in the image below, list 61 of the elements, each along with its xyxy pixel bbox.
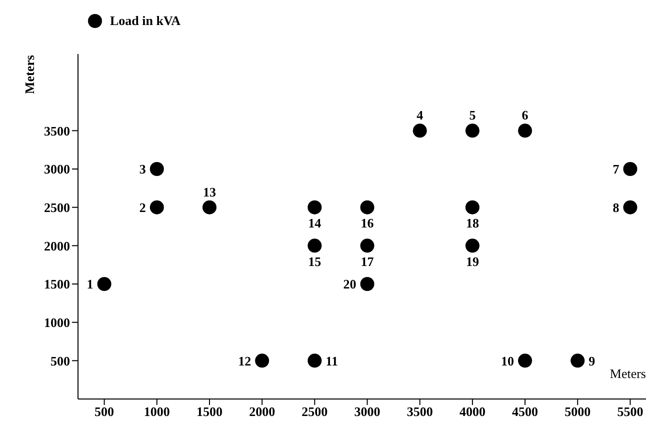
annotation: 19 bbox=[466, 254, 480, 269]
point bbox=[150, 162, 164, 176]
point bbox=[518, 354, 532, 368]
point bbox=[202, 200, 216, 214]
x-tick-label: 5500 bbox=[617, 404, 644, 420]
point bbox=[97, 277, 112, 291]
annotation: 17 bbox=[360, 254, 374, 269]
annotation: 8 bbox=[612, 200, 620, 215]
point bbox=[360, 238, 374, 253]
point bbox=[308, 200, 322, 214]
y-tick-label: 3000 bbox=[44, 162, 70, 177]
legend-label: Load in kVA bbox=[110, 13, 181, 29]
point bbox=[150, 200, 164, 214]
annotation: 4 bbox=[416, 108, 424, 123]
annotation: 18 bbox=[466, 216, 480, 231]
y-tick-label: 3500 bbox=[44, 123, 70, 138]
x-tick-label: 5000 bbox=[564, 404, 591, 420]
y-tick-label: 1000 bbox=[44, 314, 70, 330]
y-tick-label: 500 bbox=[50, 353, 70, 368]
point bbox=[623, 200, 638, 214]
annotation: 12 bbox=[238, 353, 252, 368]
x-tick-label: 4000 bbox=[459, 404, 486, 420]
annotation: 15 bbox=[308, 254, 322, 269]
x-tick-label: 2500 bbox=[302, 404, 328, 420]
point bbox=[308, 354, 322, 368]
x-tick-label: 3000 bbox=[354, 404, 380, 420]
x-tick-label: 1000 bbox=[144, 404, 170, 420]
x-tick-label: 500 bbox=[94, 404, 114, 420]
annotation: 14 bbox=[308, 216, 322, 231]
point bbox=[518, 124, 532, 138]
y-axis-title: Meters bbox=[22, 55, 38, 94]
annotation: 9 bbox=[588, 353, 596, 368]
point bbox=[255, 354, 270, 368]
point bbox=[465, 124, 480, 138]
annotation: 3 bbox=[139, 162, 146, 177]
point bbox=[360, 200, 374, 214]
point bbox=[465, 200, 480, 214]
annotation: 13 bbox=[202, 184, 216, 200]
x-tick-label: 1500 bbox=[196, 404, 222, 420]
annotation: 2 bbox=[139, 200, 146, 215]
annotation: 16 bbox=[360, 216, 374, 231]
annotation: 5 bbox=[469, 108, 476, 123]
point bbox=[570, 354, 585, 368]
y-tick-label: 1500 bbox=[44, 276, 70, 292]
point bbox=[412, 124, 427, 138]
y-tick-label: 2500 bbox=[44, 200, 70, 215]
point bbox=[360, 277, 374, 291]
annotation: 1 bbox=[86, 276, 94, 292]
annotation: 11 bbox=[326, 353, 338, 368]
y-tick-label: 2000 bbox=[44, 238, 70, 254]
annotation: 7 bbox=[612, 162, 620, 177]
x-axis-title: Meters bbox=[610, 366, 646, 382]
x-tick-label: 4500 bbox=[512, 404, 538, 420]
x-tick-label: 3500 bbox=[406, 404, 433, 420]
annotation: 20 bbox=[343, 276, 356, 292]
annotation: 6 bbox=[522, 108, 529, 123]
point bbox=[465, 238, 480, 253]
point bbox=[623, 162, 638, 176]
x-tick-label: 2000 bbox=[249, 404, 276, 420]
annotation: 10 bbox=[501, 353, 514, 368]
point bbox=[308, 238, 322, 253]
